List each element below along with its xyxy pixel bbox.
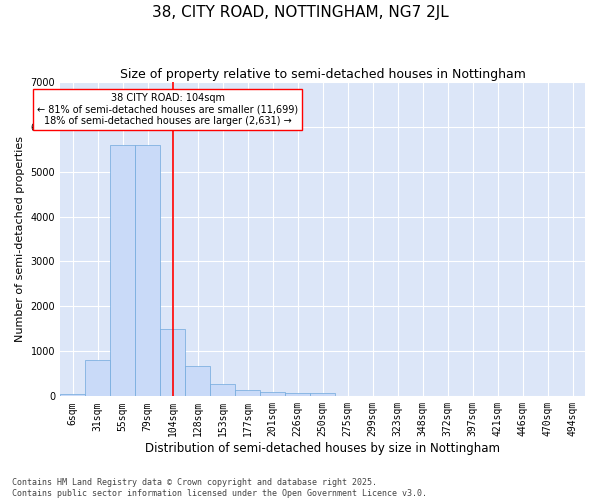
Y-axis label: Number of semi-detached properties: Number of semi-detached properties: [15, 136, 25, 342]
Bar: [285, 394, 310, 396]
Bar: [160, 329, 185, 396]
Bar: [260, 392, 285, 396]
Bar: [185, 366, 210, 396]
Bar: [135, 144, 160, 396]
Title: Size of property relative to semi-detached houses in Nottingham: Size of property relative to semi-detach…: [119, 68, 526, 80]
Bar: [235, 390, 260, 396]
Bar: [310, 394, 335, 396]
X-axis label: Distribution of semi-detached houses by size in Nottingham: Distribution of semi-detached houses by …: [145, 442, 500, 455]
Text: 38, CITY ROAD, NOTTINGHAM, NG7 2JL: 38, CITY ROAD, NOTTINGHAM, NG7 2JL: [152, 5, 448, 20]
Text: Contains HM Land Registry data © Crown copyright and database right 2025.
Contai: Contains HM Land Registry data © Crown c…: [12, 478, 427, 498]
Bar: [60, 394, 85, 396]
Bar: [210, 384, 235, 396]
Bar: [110, 144, 135, 396]
Text: 38 CITY ROAD: 104sqm
← 81% of semi-detached houses are smaller (11,699)
18% of s: 38 CITY ROAD: 104sqm ← 81% of semi-detac…: [37, 93, 298, 126]
Bar: [85, 360, 110, 396]
